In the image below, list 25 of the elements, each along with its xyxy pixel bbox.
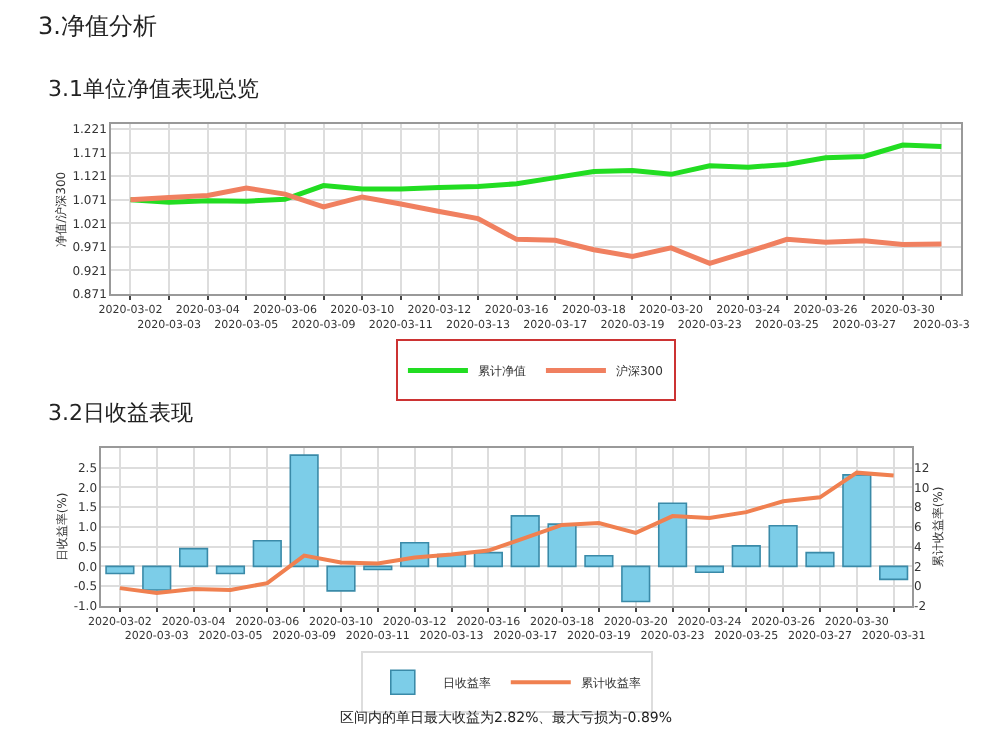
bar xyxy=(252,539,282,568)
bar xyxy=(105,565,135,575)
text: 3.净值分析 xyxy=(38,12,157,40)
bar xyxy=(879,565,909,581)
line-series xyxy=(117,470,896,596)
bar xyxy=(768,524,798,568)
bar xyxy=(621,565,651,603)
line-series xyxy=(127,185,944,266)
bar xyxy=(510,515,540,568)
bar xyxy=(473,551,503,568)
bar xyxy=(326,565,356,592)
bar xyxy=(694,565,725,574)
bar xyxy=(547,523,577,568)
line-series xyxy=(127,142,944,205)
chart-title: 3.2日收益表现 xyxy=(48,400,193,426)
bar xyxy=(142,565,172,591)
bar xyxy=(731,545,761,568)
bar xyxy=(215,565,246,575)
bar xyxy=(178,547,209,568)
bar xyxy=(289,454,319,568)
bar xyxy=(842,474,872,568)
bar xyxy=(805,551,835,568)
bar xyxy=(657,502,688,568)
chart-title: 3.1单位净值表现总览 xyxy=(48,76,259,102)
bar xyxy=(584,554,614,568)
